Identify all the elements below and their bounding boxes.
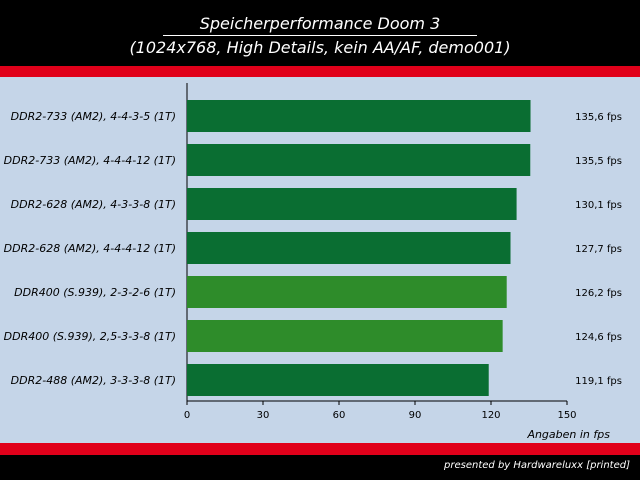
- x-tick-label: 0: [184, 410, 190, 421]
- bar: [187, 144, 531, 176]
- category-label: DDR2-628 (AM2), 4-4-4-12 (1T): [4, 242, 176, 255]
- category-label: DDR2-733 (AM2), 4-4-4-12 (1T): [4, 154, 176, 167]
- category-label: DDR2-488 (AM2), 3-3-3-8 (1T): [11, 374, 176, 387]
- category-label: DDR2-628 (AM2), 4-3-3-8 (1T): [11, 198, 176, 211]
- bar-chart: DDR2-733 (AM2), 4-4-3-5 (1T) 135,6 fps DDR…: [4, 83, 622, 441]
- x-tick-label: 30: [257, 410, 270, 421]
- x-tick-label: 120: [481, 410, 500, 421]
- bar: [187, 188, 517, 220]
- x-tick-label: 60: [333, 410, 346, 421]
- plot-area: DDR2-733 (AM2), 4-4-3-5 (1T) 135,6 fps DDR…: [0, 77, 640, 443]
- value-label: 124,6 fps: [575, 332, 622, 343]
- category-label: DDR400 (S.939), 2-3-2-6 (1T): [14, 286, 176, 299]
- chart-footer: presented by Hardwareluxx [printed]: [0, 455, 640, 480]
- bar: [187, 100, 531, 132]
- bar: [187, 320, 503, 352]
- x-axis-label: Angaben in fps: [526, 428, 610, 441]
- bar: [187, 232, 511, 264]
- value-label: 119,1 fps: [575, 376, 622, 387]
- chart-header: Speicherperformance Doom 3 (1024x768, Hi…: [0, 0, 640, 66]
- value-label: 126,2 fps: [575, 288, 622, 299]
- category-label: DDR400 (S.939), 2,5-3-3-8 (1T): [4, 330, 176, 343]
- x-tick-label: 90: [409, 410, 422, 421]
- category-label: DDR2-733 (AM2), 4-4-3-5 (1T): [11, 110, 176, 123]
- title-underline: [163, 35, 477, 36]
- value-label: 127,7 fps: [575, 244, 622, 255]
- value-label: 130,1 fps: [575, 200, 622, 211]
- footer-credit: presented by Hardwareluxx [printed]: [444, 460, 630, 471]
- x-tick-label: 150: [557, 410, 576, 421]
- value-label: 135,6 fps: [575, 112, 622, 123]
- bottom-red-stripe: [0, 443, 640, 455]
- top-red-stripe: [0, 66, 640, 77]
- bar: [187, 364, 489, 396]
- value-label: 135,5 fps: [575, 156, 622, 167]
- chart-subtitle: (1024x768, High Details, kein AA/AF, dem…: [129, 38, 511, 57]
- chart-title: Speicherperformance Doom 3: [199, 14, 441, 33]
- bar: [187, 276, 507, 308]
